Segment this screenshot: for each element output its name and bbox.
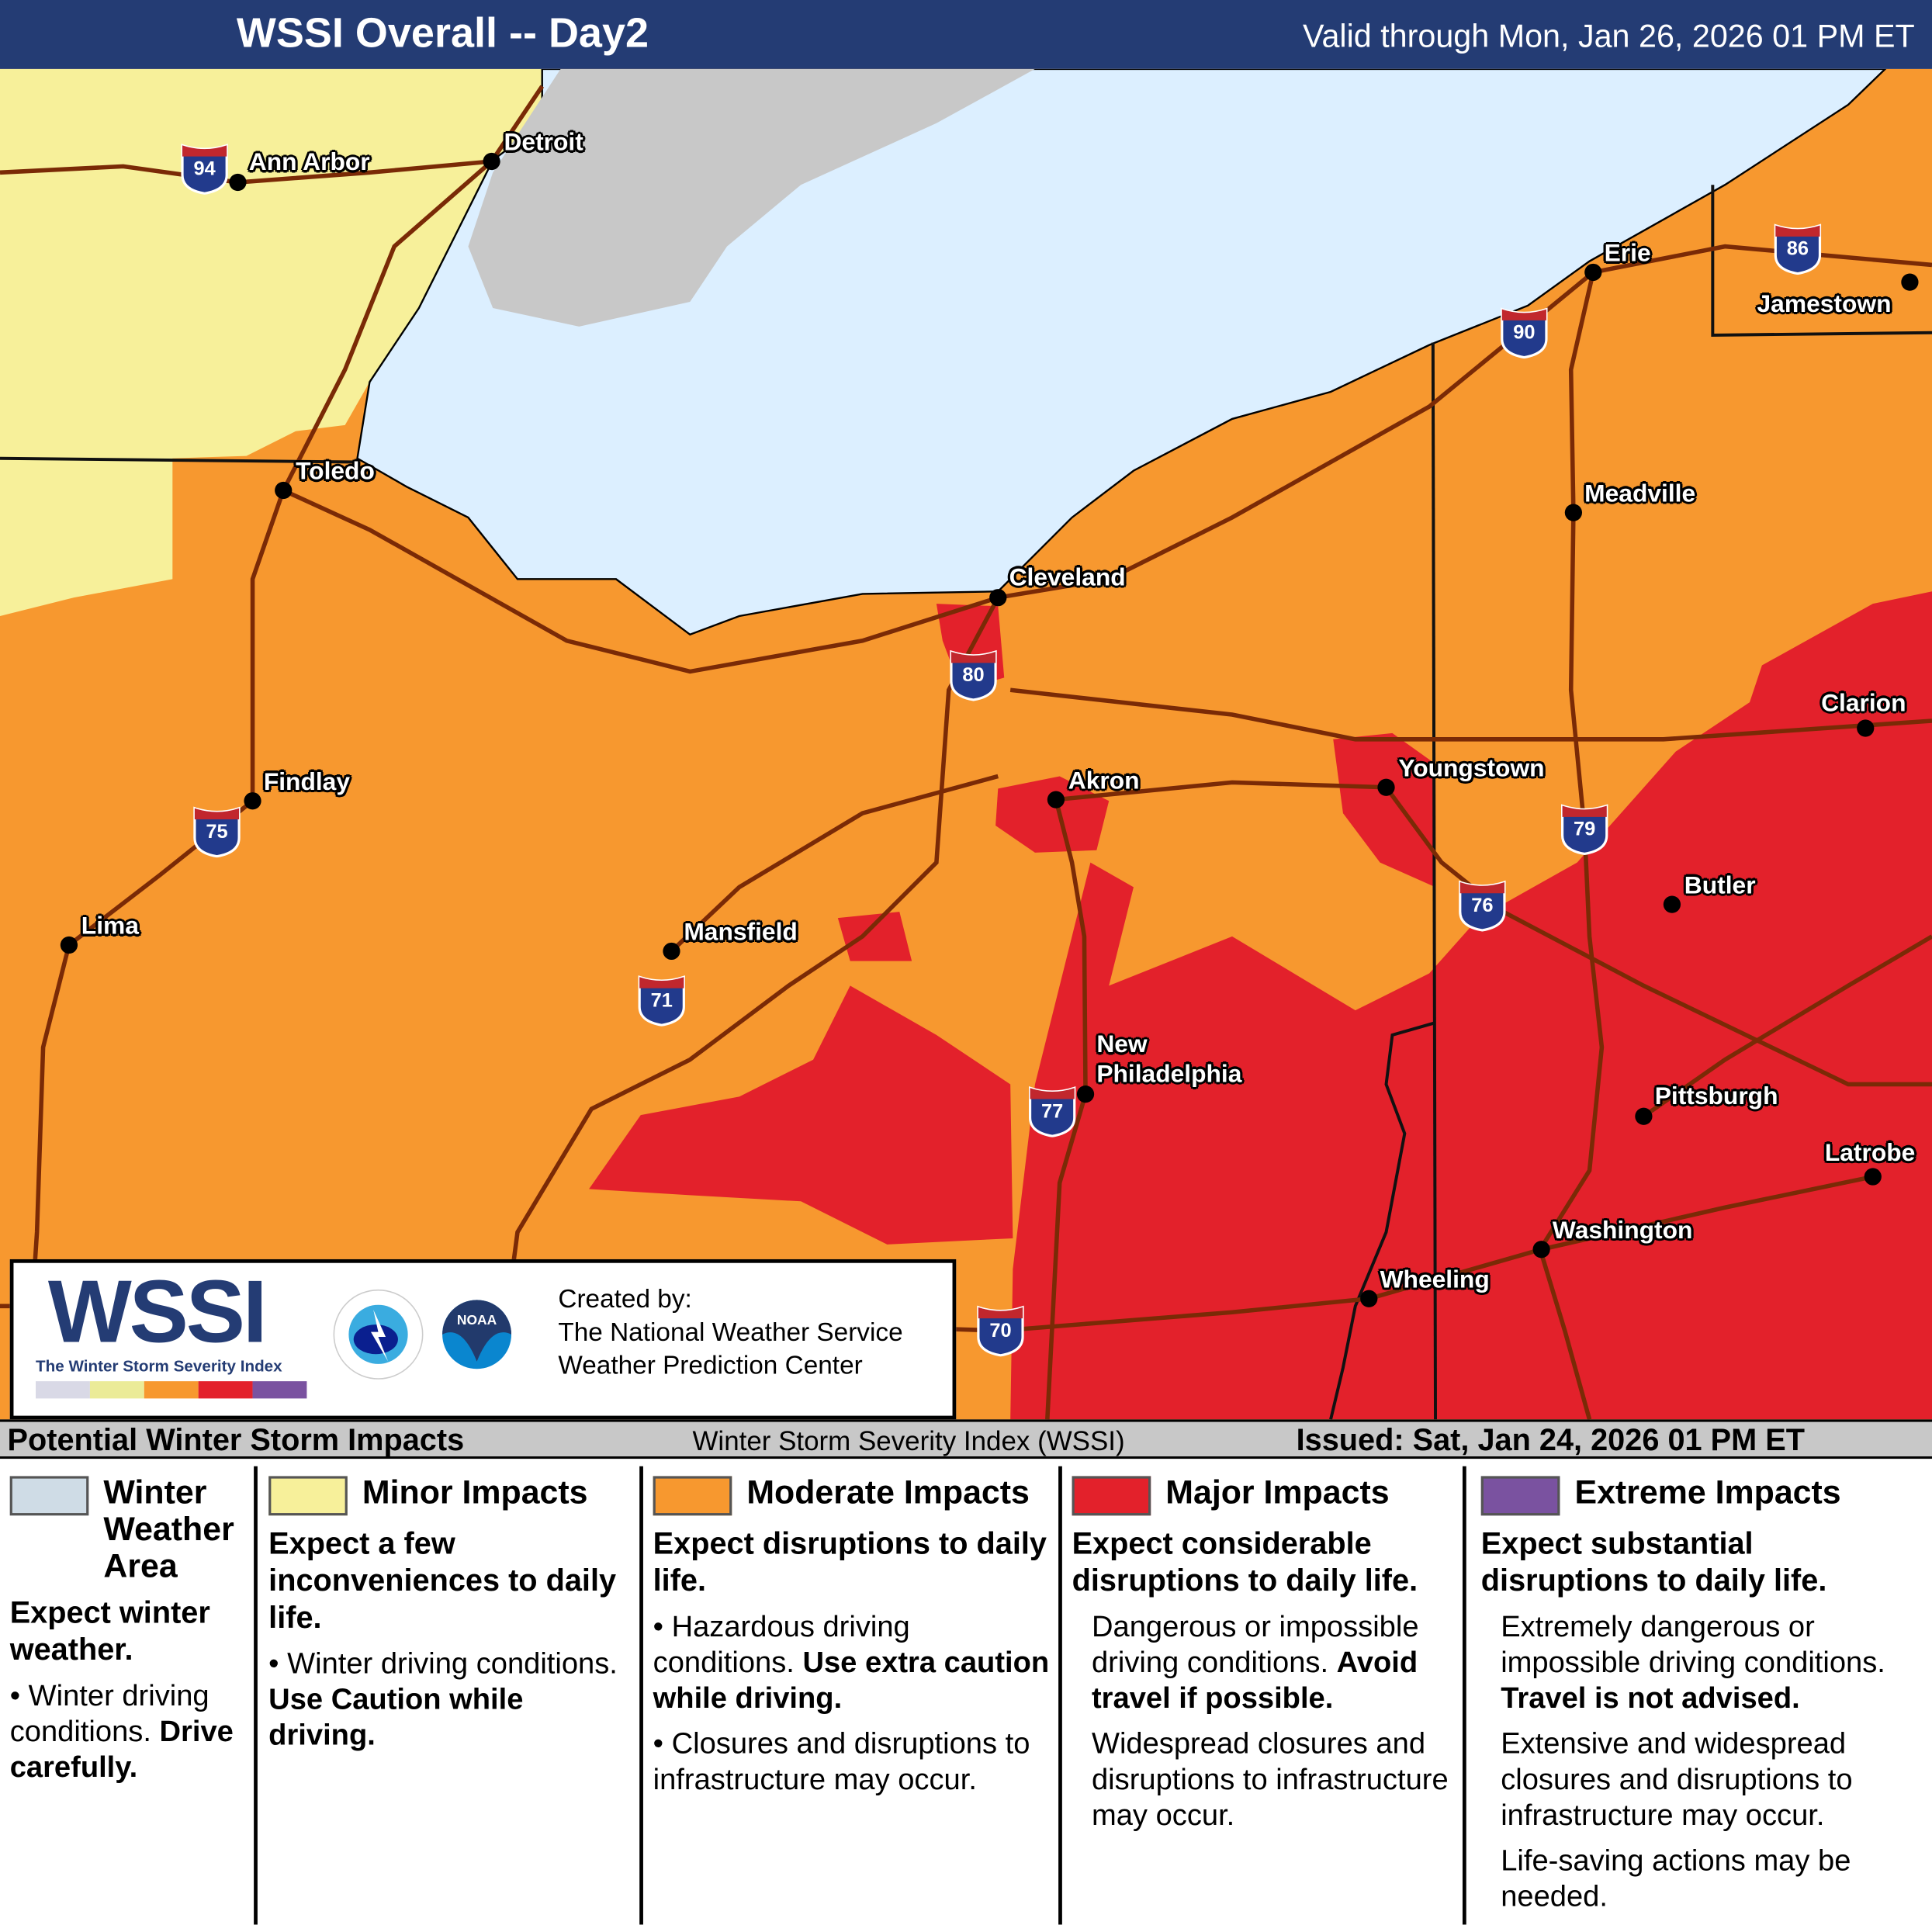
city-dot bbox=[1047, 791, 1065, 808]
nws-logo-icon bbox=[333, 1289, 424, 1380]
map-layers bbox=[0, 68, 1932, 1420]
divider bbox=[1058, 1466, 1062, 1925]
city-dot bbox=[1857, 719, 1875, 737]
issued-time: Issued: Sat, Jan 24, 2026 01 PM ET bbox=[1296, 1423, 1805, 1458]
city-dot bbox=[1584, 263, 1602, 282]
city-dot bbox=[663, 942, 680, 961]
legend-title-bar: Potential Winter Storm Impacts Winter St… bbox=[0, 1419, 1932, 1459]
city-dot bbox=[1864, 1168, 1882, 1186]
interstate-70-shield: 70 bbox=[975, 1305, 1027, 1357]
legend-moderate: Moderate Impacts Expect disruptions to d… bbox=[653, 1473, 1050, 1797]
interstate-86-shield: 86 bbox=[1772, 223, 1824, 275]
credit-box: WSSI The Winter Storm Severity Index NOA… bbox=[9, 1259, 957, 1420]
city-dot bbox=[229, 173, 247, 192]
city-dot bbox=[989, 589, 1007, 607]
interstate-90-shield: 90 bbox=[1498, 306, 1550, 359]
svg-text:NOAA: NOAA bbox=[457, 1312, 497, 1328]
noaa-logo-icon: NOAA bbox=[432, 1290, 521, 1379]
map-title: WSSI Overall -- Day2 bbox=[236, 9, 649, 57]
legend-winter-weather-area: Winter Weather Area Expect winter weathe… bbox=[9, 1473, 234, 1785]
city-dot bbox=[1635, 1107, 1653, 1125]
swatch bbox=[9, 1476, 89, 1516]
swatch bbox=[1072, 1476, 1151, 1516]
minor-area bbox=[0, 68, 542, 617]
city-dot bbox=[483, 152, 500, 171]
legend-minor: Minor Impacts Expect a few inconvenience… bbox=[268, 1473, 618, 1753]
interstate-75-shield: 75 bbox=[191, 806, 243, 858]
legend-major: Major Impacts Expect considerable disrup… bbox=[1072, 1473, 1449, 1833]
divider bbox=[1462, 1466, 1466, 1925]
map: 94 80 75 79 76 71 77 86 90 70 Ann Arbor … bbox=[0, 68, 1932, 1420]
city-dot bbox=[244, 792, 261, 810]
wssi-logo: WSSI bbox=[47, 1262, 268, 1362]
city-dot bbox=[1901, 273, 1919, 291]
wssi-logo-subtitle: The Winter Storm Severity Index bbox=[36, 1356, 282, 1376]
interstate-79-shield: 79 bbox=[1559, 803, 1611, 856]
credit-text: Created by: The National Weather Service… bbox=[558, 1285, 903, 1380]
city-dot bbox=[60, 936, 78, 954]
legend-extreme: Extreme Impacts Expect substantial disru… bbox=[1480, 1473, 1885, 1914]
divider bbox=[254, 1466, 258, 1925]
city-dot bbox=[275, 481, 293, 500]
city-dot bbox=[1360, 1290, 1378, 1307]
city-dot bbox=[1076, 1085, 1095, 1103]
interstate-77-shield: 77 bbox=[1027, 1085, 1079, 1137]
interstate-71-shield: 71 bbox=[635, 975, 687, 1027]
swatch bbox=[268, 1476, 348, 1516]
impact-legend: Winter Weather Area Expect winter weathe… bbox=[0, 1459, 1932, 1932]
header: WSSI Overall -- Day2 Valid through Mon, … bbox=[0, 0, 1932, 69]
canada-no-data bbox=[468, 68, 1035, 327]
valid-time: Valid through Mon, Jan 26, 2026 01 PM ET bbox=[1302, 17, 1915, 54]
swatch bbox=[1480, 1476, 1560, 1516]
city-dot bbox=[1532, 1241, 1550, 1259]
city-dot bbox=[1663, 895, 1681, 913]
wssi-color-bar bbox=[36, 1381, 307, 1399]
interstate-94-shield: 94 bbox=[178, 143, 230, 195]
swatch bbox=[653, 1476, 732, 1516]
divider bbox=[639, 1466, 643, 1925]
interstate-76-shield: 76 bbox=[1456, 880, 1508, 932]
interstate-80-shield: 80 bbox=[947, 649, 999, 701]
city-dot bbox=[1377, 778, 1395, 796]
city-dot bbox=[1564, 504, 1583, 521]
